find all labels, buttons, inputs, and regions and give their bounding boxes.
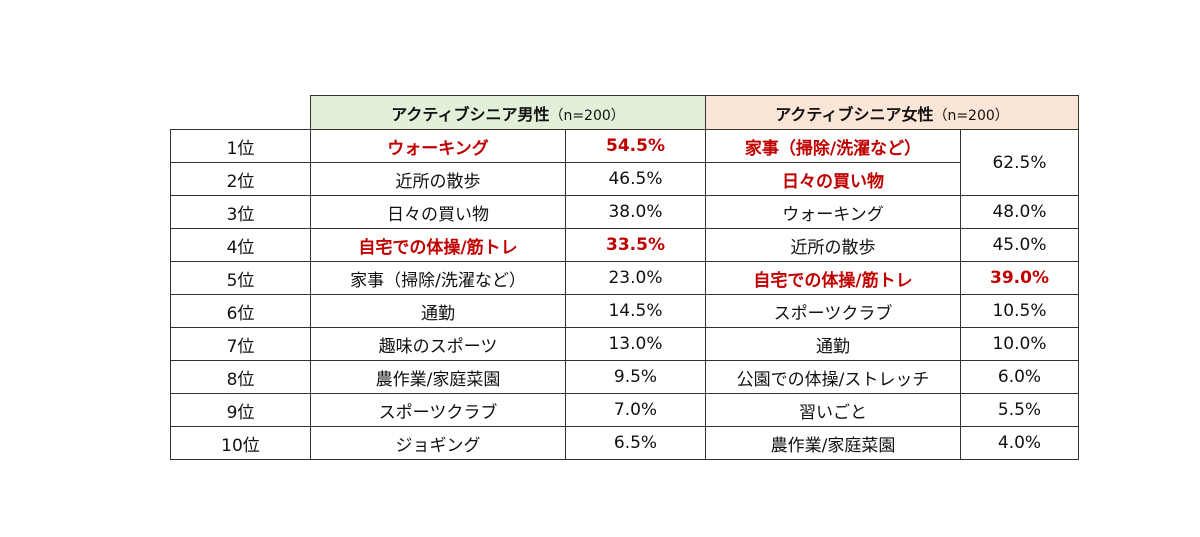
male-share-cell: 23.0% [565,261,706,295]
female-share-cell: 5.5% [960,393,1079,427]
female-share-cell: 10.5% [960,294,1079,328]
male-share-cell: 33.5% [565,228,706,262]
female-item-cell: 通勤 [705,327,961,361]
table-row: 3位 日々の買い物 38.0% ウォーキング 48.0% [170,195,1079,229]
header-male: アクティブシニア男性（n=200） [310,95,706,130]
female-item-cell: 日々の買い物 [705,162,961,196]
male-item-cell: 農作業/家庭菜園 [310,360,566,394]
male-share-cell: 9.5% [565,360,706,394]
female-share-cell: 45.0% [960,228,1079,262]
male-item-cell: ジョギング [310,426,566,460]
female-share-cell: 62.5% [960,129,1079,196]
header-title: アクティブシニア女性 [775,104,934,124]
male-share-cell: 7.0% [565,393,706,427]
empty-cell [171,96,311,130]
female-item-cell: スポーツクラブ [705,294,961,328]
ranking-table: アクティブシニア男性（n=200） アクティブシニア女性（n=200） 1位 ウォ… [170,95,1079,460]
male-item-cell: ウォーキング [310,129,566,163]
rank-cell: 7位 [170,327,311,361]
male-share-cell: 14.5% [565,294,706,328]
female-share-cell: 48.0% [960,195,1079,229]
rank-cell: 5位 [170,261,311,295]
female-item-cell: 近所の散歩 [705,228,961,262]
rank-cell: 1位 [170,129,311,163]
female-item-cell: ウォーキング [705,195,961,229]
female-share-cell: 6.0% [960,360,1079,394]
female-share-cell: 39.0% [960,261,1079,295]
table-row: 2位 近所の散歩 46.5% 日々の買い物 [170,162,1079,196]
female-item-cell: 習いごと [705,393,961,427]
male-share-cell: 38.0% [565,195,706,229]
rank-cell: 3位 [170,195,311,229]
table-row: 8位 農作業/家庭菜園 9.5% 公園での体操/ストレッチ 6.0% [170,360,1079,394]
male-share-cell: 6.5% [565,426,706,460]
rank-cell: 8位 [170,360,311,394]
male-share-cell: 46.5% [565,162,706,196]
female-share-cell: 4.0% [960,426,1079,460]
rank-cell: 2位 [170,162,311,196]
header-note: （n=200） [549,107,625,124]
table-row: 9位 スポーツクラブ 7.0% 習いごと 5.5% [170,393,1079,427]
female-item-cell: 自宅での体操/筋トレ [705,261,961,295]
female-item-cell: 公園での体操/ストレッチ [705,360,961,394]
table-row: 1位 ウォーキング 54.5% 家事（掃除/洗濯など） 62.5% [170,129,1079,196]
male-share-cell: 54.5% [565,129,706,163]
male-item-cell: 趣味のスポーツ [310,327,566,361]
table-row: 10位 ジョギング 6.5% 農作業/家庭菜園 4.0% [170,426,1079,460]
male-item-cell: 通勤 [310,294,566,328]
male-item-cell: 日々の買い物 [310,195,566,229]
male-share-cell: 13.0% [565,327,706,361]
female-item-cell: 農作業/家庭菜園 [705,426,961,460]
table-row: 5位 家事（掃除/洗濯など） 23.0% 自宅での体操/筋トレ 39.0% [170,261,1079,295]
male-item-cell: スポーツクラブ [310,393,566,427]
rank-cell: 6位 [170,294,311,328]
header-note: （n=200） [933,107,1009,124]
female-share-cell: 10.0% [960,327,1079,361]
rank-cell: 9位 [170,393,311,427]
table-row: 7位 趣味のスポーツ 13.0% 通勤 10.0% [170,327,1079,361]
header-title: アクティブシニア男性 [391,104,550,124]
rank-cell: 10位 [170,426,311,460]
rank-cell: 4位 [170,228,311,262]
male-item-cell: 家事（掃除/洗濯など） [310,261,566,295]
table-row: 6位 通勤 14.5% スポーツクラブ 10.5% [170,294,1079,328]
male-item-cell: 近所の散歩 [310,162,566,196]
header-row: アクティブシニア男性（n=200） アクティブシニア女性（n=200） [171,95,1079,130]
female-item-cell: 家事（掃除/洗濯など） [705,129,961,163]
table-row: 4位 自宅での体操/筋トレ 33.5% 近所の散歩 45.0% [170,228,1079,262]
header-female: アクティブシニア女性（n=200） [705,95,1079,130]
male-item-cell: 自宅での体操/筋トレ [310,228,566,262]
